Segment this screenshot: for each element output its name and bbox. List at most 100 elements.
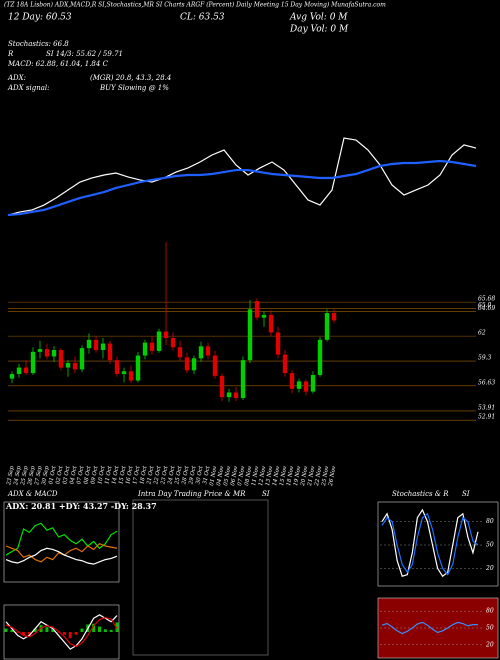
- x-tick-label: 06 Nov: [230, 465, 240, 487]
- annotation: SI 14/3: 55.62 / 59.71: [46, 50, 123, 58]
- annotation: BUY Slowing @ 1%: [99, 84, 169, 92]
- x-tick-label: 08 Oct: [83, 465, 92, 485]
- candle-body: [226, 392, 232, 398]
- y-tick-label: 52.91: [478, 414, 495, 421]
- x-tick-label: 08 Nov: [244, 465, 254, 487]
- candle-body: [44, 349, 50, 357]
- x-tick-label: 02 Oct: [55, 465, 64, 485]
- annotation: ADX:: [7, 74, 26, 82]
- candle-body: [289, 373, 295, 389]
- series-line: [7, 137, 477, 216]
- series-line: [7, 159, 477, 217]
- y-tick-label: 50: [486, 625, 494, 632]
- x-tick-label: 31 Oct: [202, 465, 211, 485]
- histogram-bar: [27, 632, 31, 635]
- annotation: (MGR) 20.8, 43.3, 28.4: [90, 74, 171, 82]
- panel-subtitle: SI: [262, 490, 270, 498]
- candle-body: [247, 309, 253, 361]
- x-tick-label: 24 Oct: [167, 465, 176, 486]
- candle-body: [317, 339, 323, 375]
- x-tick-label: 12 Nov: [258, 465, 268, 487]
- x-tick-label: 23 Sep: [6, 465, 16, 486]
- x-tick-label: 11 Oct: [104, 465, 113, 485]
- candle-body: [93, 339, 99, 350]
- candle-body: [324, 313, 330, 340]
- y-tick-label: 80: [486, 518, 494, 525]
- y-tick-label: 56.63: [478, 379, 495, 386]
- series-line: [5, 547, 118, 565]
- candle-body: [205, 346, 211, 356]
- histogram-bar: [4, 628, 8, 632]
- series-line: [5, 614, 118, 650]
- x-tick-label: 30 Sep: [41, 465, 50, 486]
- x-tick-label: 17 Oct: [132, 465, 141, 485]
- histogram-bar: [92, 623, 96, 632]
- candle-body: [149, 342, 155, 351]
- candle-body: [121, 371, 127, 375]
- x-tick-label: 13 Nov: [265, 465, 275, 487]
- annotation: Avg Vol: 0 M: [289, 13, 348, 23]
- histogram-bar: [68, 632, 72, 639]
- candle-body: [170, 337, 176, 348]
- panel-subtitle: SI: [462, 490, 470, 498]
- x-tick-label: 18 Oct: [139, 465, 148, 485]
- series-line: [381, 512, 479, 576]
- x-tick-label: 07 Oct: [76, 465, 85, 485]
- candle-body: [254, 301, 260, 318]
- x-tick-label: 20 Nov: [300, 465, 310, 488]
- x-tick-label: 25 Oct: [174, 465, 183, 486]
- panel-title: Intra Day Trading Price & MR: [137, 490, 246, 498]
- y-tick-label: 20: [485, 641, 494, 648]
- x-tick-label: 04 Oct: [69, 465, 78, 485]
- series-line: [381, 508, 479, 578]
- candle-body: [233, 392, 239, 399]
- candle-body: [9, 374, 15, 379]
- stoch-panel: [377, 501, 499, 587]
- x-tick-label: 05 Nov: [223, 465, 233, 487]
- panel-title: Stochastics & R: [392, 490, 449, 498]
- x-tick-label: 21 Nov: [307, 465, 317, 488]
- x-tick-label: 25 Nov: [321, 465, 331, 488]
- annotation: Day Vol: 0 M: [289, 25, 349, 35]
- y-tick-label: 65.68: [478, 296, 495, 303]
- y-tick-label: 64.69: [478, 305, 495, 312]
- x-tick-label: 15 Oct: [118, 465, 127, 485]
- x-tick-label: 03 Oct: [62, 465, 71, 485]
- histogram-bar: [10, 629, 14, 632]
- x-tick-label: 27 Sep: [34, 465, 44, 486]
- x-tick-label: 24 Sep: [13, 465, 23, 486]
- x-tick-label: 04 Nov: [216, 465, 226, 487]
- histogram-bar: [62, 632, 66, 635]
- annotation: Stochastics: 66.8: [8, 40, 69, 48]
- candle-body: [191, 358, 197, 371]
- header: (TZ 18A Lisbon) ADX,MACD,R SI,Stochastic…: [4, 2, 386, 9]
- candle-body: [163, 331, 169, 338]
- x-tick-label: 26 Nov: [328, 465, 338, 488]
- candle-body: [303, 381, 309, 392]
- candle-body: [114, 360, 120, 375]
- candle-body: [310, 374, 316, 392]
- candle-body: [23, 367, 29, 374]
- histogram-bar: [80, 628, 84, 632]
- x-tick-label: 26 Sep: [27, 465, 37, 486]
- candle-body: [184, 357, 190, 371]
- annotation: 12 Day: 60.53: [8, 13, 72, 23]
- candle-body: [58, 350, 64, 368]
- adx-label: ADX: 20.81 +DY: 43.27 -DY: 28.37: [5, 501, 157, 511]
- x-tick-label: 21 Oct: [146, 465, 155, 486]
- annotation: ADX signal:: [7, 84, 49, 92]
- x-tick-label: 30 Oct: [195, 465, 204, 485]
- candle-body: [156, 331, 162, 351]
- candle-body: [72, 362, 78, 370]
- candle-body: [79, 348, 85, 370]
- histogram-bar: [74, 632, 78, 635]
- candle-body: [86, 339, 92, 349]
- candle-body: [128, 371, 134, 381]
- candle-body: [198, 346, 204, 359]
- candle-body: [212, 355, 218, 376]
- y-tick-label: 62: [478, 330, 486, 337]
- y-tick-label: 50: [486, 542, 494, 549]
- intraday-panel: [132, 499, 269, 656]
- y-tick-label: 59.3: [478, 355, 492, 362]
